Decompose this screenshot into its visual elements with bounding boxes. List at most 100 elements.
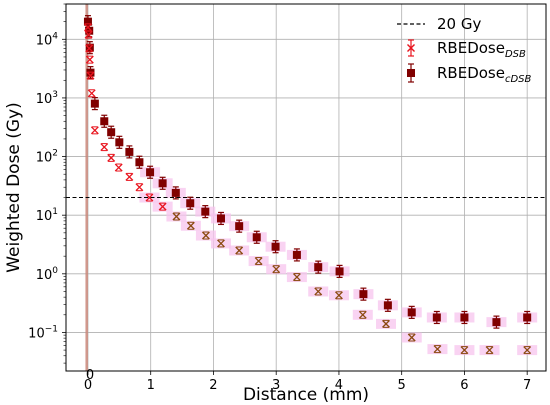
dsb-point-stroke [107, 153, 116, 162]
cdsb-point [252, 233, 261, 242]
x-tick-label: 3 [272, 378, 280, 393]
cdsb-point [383, 301, 392, 310]
cdsb-point [523, 313, 532, 322]
legend-cdsb-sub: cDSB [505, 74, 532, 85]
cdsb-point [107, 128, 116, 137]
dsb-point-stroke [382, 319, 390, 328]
dsb-point-stroke [186, 221, 195, 230]
dsb-point-stroke [85, 55, 94, 64]
cdsb-point [271, 242, 280, 251]
dsb-point-stroke [100, 143, 109, 152]
cdsb-point [432, 313, 441, 322]
dsb-point-stroke [485, 346, 494, 355]
y-axis-label: Weighted Dose (Gy) [4, 102, 24, 273]
legend-dsb-x-stroke [407, 44, 415, 52]
cdsb-point [83, 17, 92, 26]
legend-reference-label: 20 Gy [437, 15, 481, 33]
uncertainty-bands [139, 167, 538, 356]
dsb-point-stroke [86, 71, 95, 80]
dsb-point-stroke [87, 89, 96, 98]
x-tick-label: 4 [335, 378, 343, 393]
cdsb-point [146, 168, 155, 177]
x-axis-ticks: 0 1 2 3 4 5 6 7 0 [84, 368, 531, 393]
legend-cdsb-label: RBEDosecDSB [437, 64, 532, 85]
y-tick-exponent: 3 [52, 90, 58, 100]
dsb-point-stroke [272, 265, 281, 274]
cdsb-point [492, 318, 501, 327]
dsb-point-stroke [254, 257, 263, 266]
dsb-point-stroke [84, 23, 92, 32]
y-tick-base: 10 [36, 92, 53, 107]
cdsb-point [135, 158, 144, 167]
x-tick-label: 6 [460, 378, 468, 393]
y-tick-label: 101 [36, 207, 58, 224]
dsb-point-stroke [84, 30, 93, 39]
dsb-point-stroke [235, 246, 244, 255]
y-tick-label: 102 [36, 149, 58, 166]
dsb-point-stroke [125, 172, 134, 181]
cdsb-point [90, 99, 99, 108]
y-tick-label: 104 [36, 31, 59, 48]
y-tick-label: 10−1 [28, 324, 58, 341]
dsb-point-stroke [145, 193, 154, 202]
dsb-point-stroke [85, 44, 94, 53]
cdsb-point [86, 68, 95, 77]
cdsb-point [171, 188, 180, 197]
cdsb-point [335, 267, 344, 276]
y-tick-exponent: 2 [52, 149, 58, 159]
cdsb-point [407, 308, 416, 317]
dsb-point-stroke [460, 346, 469, 355]
legend-dsb-label: RBEDoseDSB [437, 39, 526, 60]
dsb-point-stroke [314, 287, 323, 296]
dsb-point-stroke [523, 346, 532, 355]
legend: 20 Gy RBEDoseDSB RBEDosecDSB [397, 15, 532, 85]
y-tick-exponent: 1 [52, 207, 58, 217]
y-tick-exponent: −1 [45, 324, 58, 334]
legend-cdsb-marker [407, 63, 415, 83]
y-tick-base: 10 [36, 151, 53, 166]
cdsb-point [115, 138, 124, 147]
highlight-band-rect [85, 4, 88, 371]
x-tick-label: 0 [84, 378, 92, 393]
dsb-point-stroke [90, 126, 99, 135]
y-tick-exponent: 4 [52, 31, 58, 41]
cdsb-point [125, 147, 134, 156]
x-tick-label-minor: 0 [86, 368, 94, 383]
x-tick-label: 7 [523, 378, 531, 393]
dsb-point-stroke [433, 345, 442, 354]
dsb-point-stroke [135, 183, 144, 192]
legend-dsb-main: RBEDose [437, 39, 505, 57]
y-tick-base: 10 [36, 268, 53, 283]
y-tick-base: 10 [36, 33, 53, 48]
y-tick-base: 10 [36, 209, 53, 224]
cdsb-point [201, 207, 210, 216]
dsb-point-stroke [334, 291, 343, 300]
cdsb-point [314, 263, 323, 272]
legend-dsb-marker [407, 39, 415, 57]
cdsb-point [100, 117, 109, 126]
dsb-point-stroke [114, 163, 123, 172]
x-tick-label: 1 [147, 378, 155, 393]
cdsb-point [186, 199, 195, 208]
y-tick-label: 103 [36, 90, 58, 107]
cdsb-point [158, 179, 167, 188]
dsb-point-stroke [217, 239, 225, 248]
y-tick-label: 100 [36, 266, 59, 283]
grid-lines [66, 4, 546, 371]
dsb-point-stroke [201, 231, 210, 240]
x-tick-label: 2 [209, 378, 217, 393]
x-axis-label: Distance (mm) [243, 385, 369, 405]
legend-dsb-sub: DSB [505, 49, 526, 60]
cdsb-point [235, 222, 244, 231]
dsb-point-stroke [358, 310, 367, 319]
dsb-point-stroke [172, 212, 181, 221]
y-tick-exponent: 0 [52, 266, 58, 276]
cdsb-point [292, 250, 301, 259]
dsb-point-stroke [407, 333, 416, 342]
cdsb-point [460, 313, 469, 322]
dsb-point-stroke [292, 273, 301, 282]
data-series [83, 15, 532, 355]
legend-cdsb-main: RBEDose [437, 64, 505, 82]
